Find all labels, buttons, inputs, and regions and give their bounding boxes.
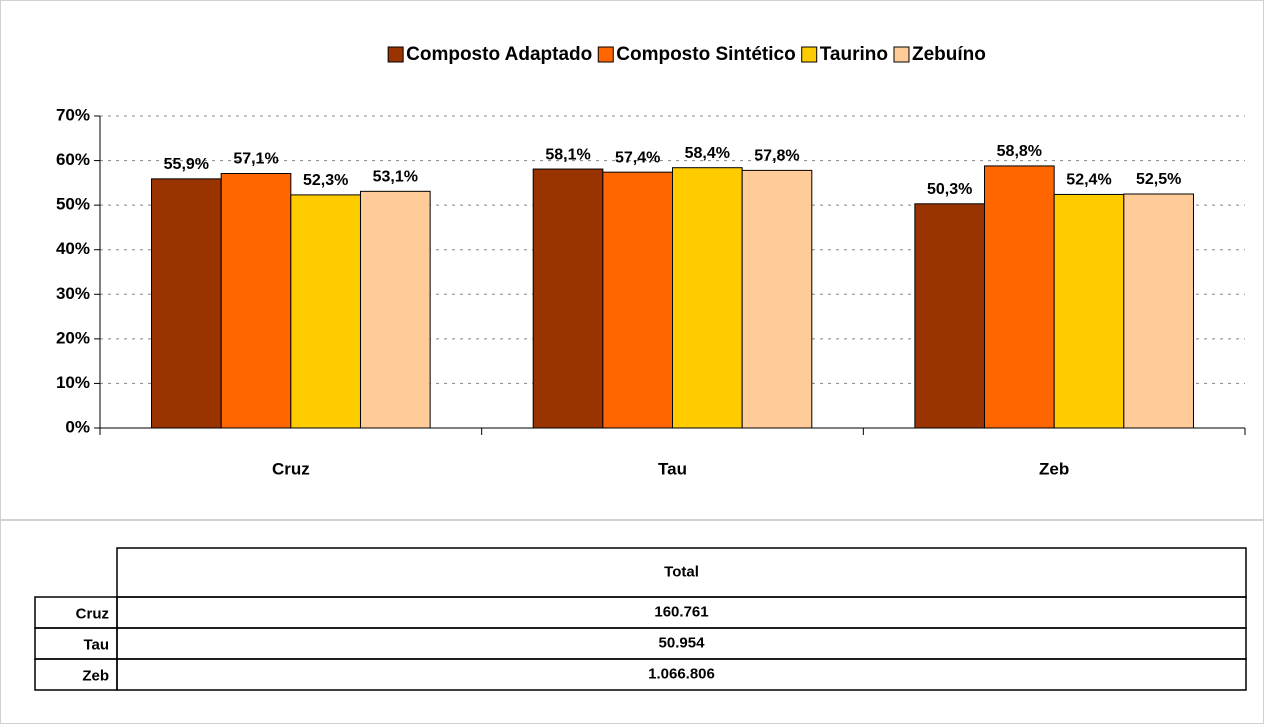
bar: [220, 172, 292, 429]
legend-label: Zebuíno: [912, 44, 986, 65]
y-tick-label: 0%: [65, 417, 90, 436]
legend-label: Composto Adaptado: [406, 44, 592, 65]
table-row-label: Cruz: [76, 605, 109, 622]
table-value: 50.954: [659, 634, 706, 651]
y-tick-label: 10%: [56, 373, 90, 392]
value-label: 55,9%: [164, 156, 209, 173]
bar: [290, 194, 361, 429]
value-label: 57,4%: [615, 149, 660, 166]
legend-label: Composto Sintético: [616, 44, 795, 65]
value-label: 52,4%: [1066, 172, 1111, 189]
value-label: 52,3%: [303, 172, 348, 189]
bar: [602, 171, 673, 429]
legend-label: Taurino: [820, 44, 888, 65]
legend-swatch: [387, 46, 404, 63]
y-tick-label: 70%: [56, 105, 90, 124]
bar: [741, 169, 813, 429]
table-header: Total: [664, 563, 699, 580]
value-label: 58,4%: [685, 145, 730, 162]
table-value: 1.066.806: [648, 665, 715, 682]
value-label: 58,1%: [545, 146, 590, 163]
legend-swatch: [597, 46, 614, 63]
bar: [984, 165, 1055, 429]
table-value: 160.761: [654, 603, 708, 620]
table-row-label: Zeb: [82, 667, 109, 684]
bar: [532, 168, 604, 429]
bar: [1053, 193, 1125, 429]
table-frame: [0, 520, 1264, 724]
value-label: 58,8%: [997, 143, 1042, 160]
legend-swatch: [801, 46, 818, 63]
bar: [1123, 193, 1194, 429]
x-tick-label: Cruz: [272, 459, 310, 478]
y-tick-label: 40%: [56, 239, 90, 258]
legend-swatch: [893, 46, 910, 63]
bar: [359, 190, 431, 429]
bar: [151, 178, 222, 429]
y-tick-label: 30%: [56, 284, 90, 303]
x-tick-label: Zeb: [1039, 459, 1069, 478]
bar: [914, 203, 986, 429]
table-row-label: Tau: [83, 636, 109, 653]
value-label: 53,1%: [373, 169, 418, 186]
y-tick-label: 50%: [56, 195, 90, 214]
value-label: 52,5%: [1136, 171, 1181, 188]
bar: [672, 167, 743, 429]
y-tick-label: 20%: [56, 328, 90, 347]
value-label: 57,8%: [754, 148, 799, 165]
x-tick-label: Tau: [658, 459, 687, 478]
value-label: 57,1%: [233, 151, 278, 168]
value-label: 50,3%: [927, 181, 972, 198]
y-tick-label: 60%: [56, 150, 90, 169]
table-cell: [116, 658, 1247, 691]
